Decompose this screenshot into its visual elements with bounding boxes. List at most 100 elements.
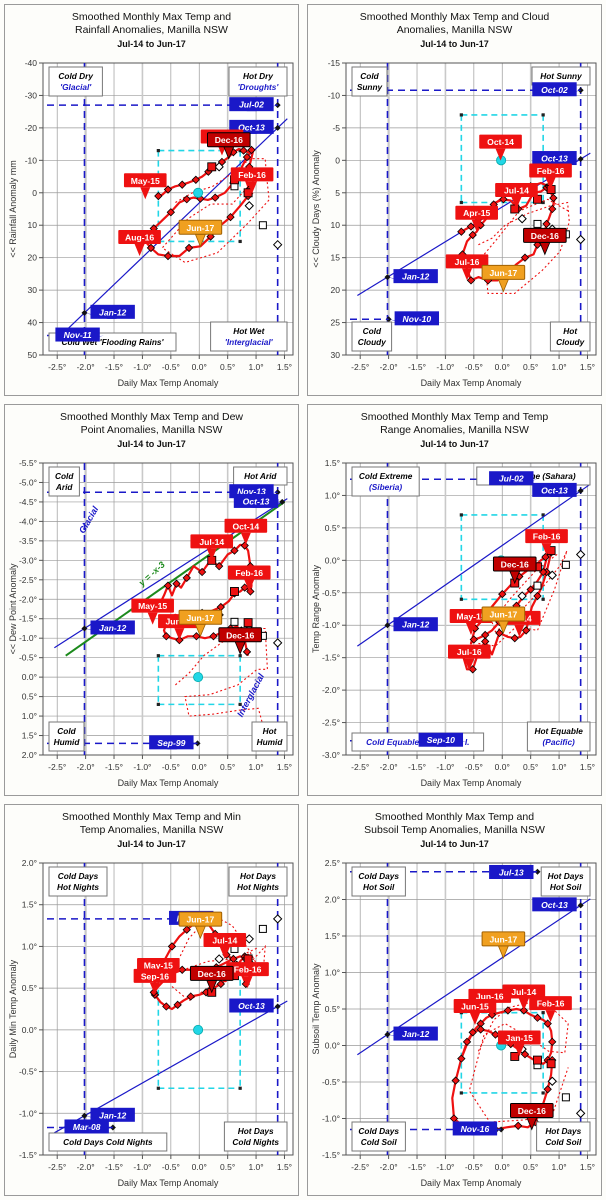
svg-text:-1.5°: -1.5° [408,362,426,372]
svg-text:0.0°: 0.0° [192,362,207,372]
svg-text:Jul-16: Jul-16 [455,257,480,267]
svg-text:-2.0°: -2.0° [19,594,37,604]
svg-text:2.0°: 2.0° [22,858,37,868]
svg-text:Jul-02: Jul-02 [499,474,524,484]
svg-text:-2.5°: -2.5° [322,718,340,728]
svg-text:-2.5°: -2.5° [351,1162,369,1172]
svg-text:Jul-16: Jul-16 [457,647,482,657]
svg-text:Oct-13: Oct-13 [243,496,270,506]
svg-text:Nov-10: Nov-10 [402,314,431,324]
x-axis-label: Daily Max Temp Anomaly [118,378,219,388]
svg-text:-1.0°: -1.0° [322,620,340,630]
svg-text:2.5°: 2.5° [325,858,340,868]
svg-text:Arid: Arid [55,482,74,492]
svg-text:Cold: Cold [360,71,379,81]
svg-text:Jun-17: Jun-17 [490,934,518,944]
svg-text:Sep-10: Sep-10 [427,735,455,745]
svg-text:-40: -40 [25,58,38,68]
svg-text:Dec-16: Dec-16 [518,1106,546,1116]
svg-text:Cold Nights: Cold Nights [232,1137,279,1147]
svg-text:-1.0°: -1.0° [133,362,151,372]
svg-text:Hot Days: Hot Days [548,871,584,881]
svg-text:Hot: Hot [563,326,578,336]
svg-text:Hot Wet: Hot Wet [233,326,265,336]
chart-plot-dewpoint: -5.5° -5.0° -4.5° -4.0° -3.5° -3.0° -2.5° -2.0°… [8,458,294,788]
svg-text:May-15: May-15 [131,176,160,186]
svg-text:Jun-17: Jun-17 [187,613,215,623]
svg-text:30: 30 [28,285,38,295]
chart-frame-mintemp: Smoothed Monthly Max Temp and Min Temp An… [4,804,299,1196]
svg-text:Jun-17: Jun-17 [187,223,215,233]
svg-text:-1.5°: -1.5° [105,762,123,772]
svg-text:-3.0°: -3.0° [19,555,37,565]
svg-text:1.0°: 1.0° [22,711,37,721]
svg-text:-1.5°: -1.5° [105,362,123,372]
svg-text:Humid: Humid [54,737,81,747]
svg-text:Cloudy: Cloudy [556,337,585,347]
chart-subtitle-rainfall: Jul-14 to Jun-17 [117,39,186,49]
svg-text:10: 10 [331,220,341,230]
svg-text:Cold Soil: Cold Soil [545,1137,582,1147]
svg-text:25: 25 [331,318,341,328]
y-axis-label: << Dew Point Anomaly [8,563,18,655]
svg-text:-0.5°: -0.5° [162,1162,180,1172]
chart-title-cloud: Smoothed Monthly Max Temp and Cloud Anoma… [359,11,550,36]
svg-text:Feb-16: Feb-16 [537,999,565,1009]
svg-text:30: 30 [331,350,341,360]
svg-text:-2.0°: -2.0° [380,762,398,772]
svg-text:-2.5°: -2.5° [48,762,66,772]
svg-text:Cold Days: Cold Days [358,1126,399,1136]
svg-text:-0.5°: -0.5° [322,588,340,598]
svg-text:Oct-14: Oct-14 [487,137,514,147]
svg-text:Jan-12: Jan-12 [402,272,429,282]
svg-text:Mar-08: Mar-08 [73,1122,101,1132]
svg-text:Jun-17: Jun-17 [187,915,215,925]
svg-text:1.5°: 1.5° [580,1162,595,1172]
svg-text:0.5°: 0.5° [523,1162,538,1172]
svg-text:0.5°: 0.5° [523,762,538,772]
svg-text:Cold Days: Cold Days [58,871,99,881]
svg-text:-1.5°: -1.5° [19,1150,37,1160]
y-axis-label: Daily Min Temp Anomaly [8,959,18,1058]
svg-text:-1.0°: -1.0° [133,762,151,772]
svg-text:1.0°: 1.0° [551,762,566,772]
svg-text:-5.5°: -5.5° [19,458,37,468]
svg-text:Feb-16: Feb-16 [537,166,565,176]
svg-text:Oct-14: Oct-14 [232,521,259,531]
svg-text:-0.5°: -0.5° [465,362,483,372]
svg-text:Dec-16: Dec-16 [226,630,254,640]
svg-text:10: 10 [28,220,38,230]
svg-text:Dec-16: Dec-16 [531,231,559,241]
x-axis-label: Daily Max Temp Anomaly [421,378,522,388]
chart-frame-cloud: Smoothed Monthly Max Temp and Cloud Anoma… [307,4,602,396]
svg-text:Cold Extreme: Cold Extreme [359,471,413,481]
svg-text:Jan-12: Jan-12 [99,1110,126,1120]
svg-text:Feb-16: Feb-16 [235,568,263,578]
svg-text:Jun-15: Jun-15 [461,1002,489,1012]
svg-text:May-15: May-15 [144,960,173,970]
svg-text:15: 15 [331,253,341,263]
svg-text:'Interglacial': 'Interglacial' [225,337,274,347]
svg-text:-2.5°: -2.5° [48,1162,66,1172]
svg-text:20: 20 [28,253,38,263]
chart-subtitle-temprange: Jul-14 to Jun-17 [420,439,489,449]
svg-text:1.5°: 1.5° [325,931,340,941]
y-axis-label: Subsoil Temp Anomaly [311,963,321,1054]
svg-text:1.5°: 1.5° [22,900,37,910]
svg-text:Jul-14: Jul-14 [504,186,529,196]
x-axis-label: Daily Max Temp Anomaly [421,1178,522,1188]
chart-frame-temprange: Smoothed Monthly Max Temp and Temp Range … [307,404,602,796]
svg-text:Jun-16: Jun-16 [476,991,504,1001]
svg-text:-1.5°: -1.5° [408,1162,426,1172]
chart-title-temprange: Smoothed Monthly Max Temp and Temp Range … [360,411,549,436]
svg-text:-1.5°: -1.5° [105,1162,123,1172]
svg-text:Jun-17: Jun-17 [490,268,518,278]
svg-text:1.5°: 1.5° [580,762,595,772]
svg-text:1.0°: 1.0° [551,1162,566,1172]
svg-text:Feb-16: Feb-16 [234,965,262,975]
y-axis-label: Temp Range Anomaly [311,564,321,653]
svg-text:2.0°: 2.0° [325,895,340,905]
svg-text:-20: -20 [25,123,38,133]
svg-text:Hot Days: Hot Days [238,1126,274,1136]
